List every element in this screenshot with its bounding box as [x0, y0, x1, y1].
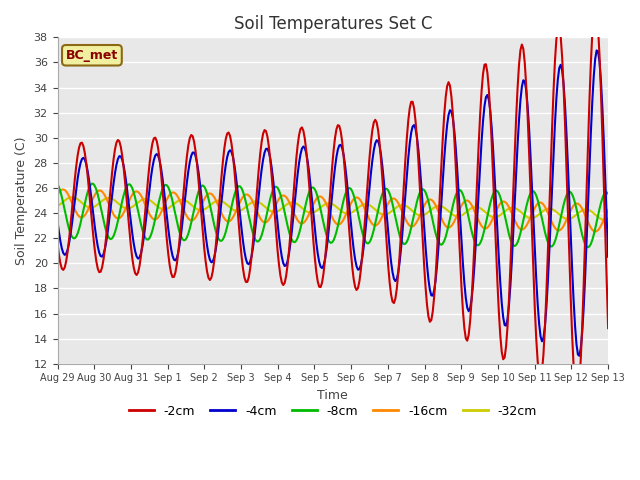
-2cm: [603, 281, 611, 287]
Y-axis label: Soil Temperature (C): Soil Temperature (C): [15, 136, 28, 265]
-4cm: [72, 186, 80, 192]
-32cm: [54, 203, 61, 209]
-2cm: [337, 129, 344, 134]
X-axis label: Time: Time: [317, 389, 348, 402]
-4cm: [446, 108, 454, 113]
-4cm: [528, 183, 536, 189]
-2cm: [528, 229, 536, 235]
-16cm: [54, 192, 61, 198]
-16cm: [74, 212, 81, 217]
-8cm: [339, 203, 346, 209]
-32cm: [91, 204, 99, 209]
-2cm: [573, 394, 580, 399]
-16cm: [529, 208, 537, 214]
-2cm: [446, 83, 454, 89]
-8cm: [88, 181, 96, 187]
Line: -2cm: -2cm: [58, 7, 608, 396]
-8cm: [72, 234, 80, 240]
-2cm: [72, 163, 80, 169]
-8cm: [604, 191, 612, 197]
-8cm: [54, 181, 61, 187]
-8cm: [529, 188, 537, 194]
-4cm: [593, 48, 600, 53]
-8cm: [447, 209, 455, 215]
Line: -16cm: -16cm: [58, 190, 608, 231]
Text: BC_met: BC_met: [66, 49, 118, 62]
Title: Soil Temperatures Set C: Soil Temperatures Set C: [234, 15, 432, 33]
-32cm: [529, 215, 537, 221]
-4cm: [54, 219, 61, 225]
-32cm: [604, 216, 612, 222]
-4cm: [604, 254, 612, 260]
Line: -32cm: -32cm: [58, 197, 608, 220]
-8cm: [584, 244, 592, 250]
-2cm: [54, 241, 61, 247]
-2cm: [604, 325, 612, 331]
-16cm: [603, 210, 611, 216]
Line: -4cm: -4cm: [58, 50, 608, 356]
-32cm: [68, 194, 76, 200]
-32cm: [603, 216, 611, 222]
-4cm: [603, 215, 611, 221]
-2cm: [591, 4, 599, 10]
-2cm: [90, 235, 97, 241]
-16cm: [60, 187, 67, 192]
Legend: -2cm, -4cm, -8cm, -16cm, -32cm: -2cm, -4cm, -8cm, -16cm, -32cm: [124, 400, 542, 423]
-8cm: [91, 183, 99, 189]
-4cm: [90, 213, 97, 219]
-16cm: [339, 219, 346, 225]
-4cm: [337, 142, 344, 148]
-32cm: [339, 209, 346, 215]
-16cm: [91, 192, 99, 198]
-16cm: [447, 223, 455, 229]
-32cm: [602, 217, 609, 223]
-32cm: [74, 196, 81, 202]
-32cm: [447, 211, 455, 216]
-16cm: [591, 228, 599, 234]
-4cm: [575, 353, 583, 359]
-16cm: [604, 207, 612, 213]
Line: -8cm: -8cm: [58, 184, 608, 247]
-8cm: [603, 190, 611, 195]
